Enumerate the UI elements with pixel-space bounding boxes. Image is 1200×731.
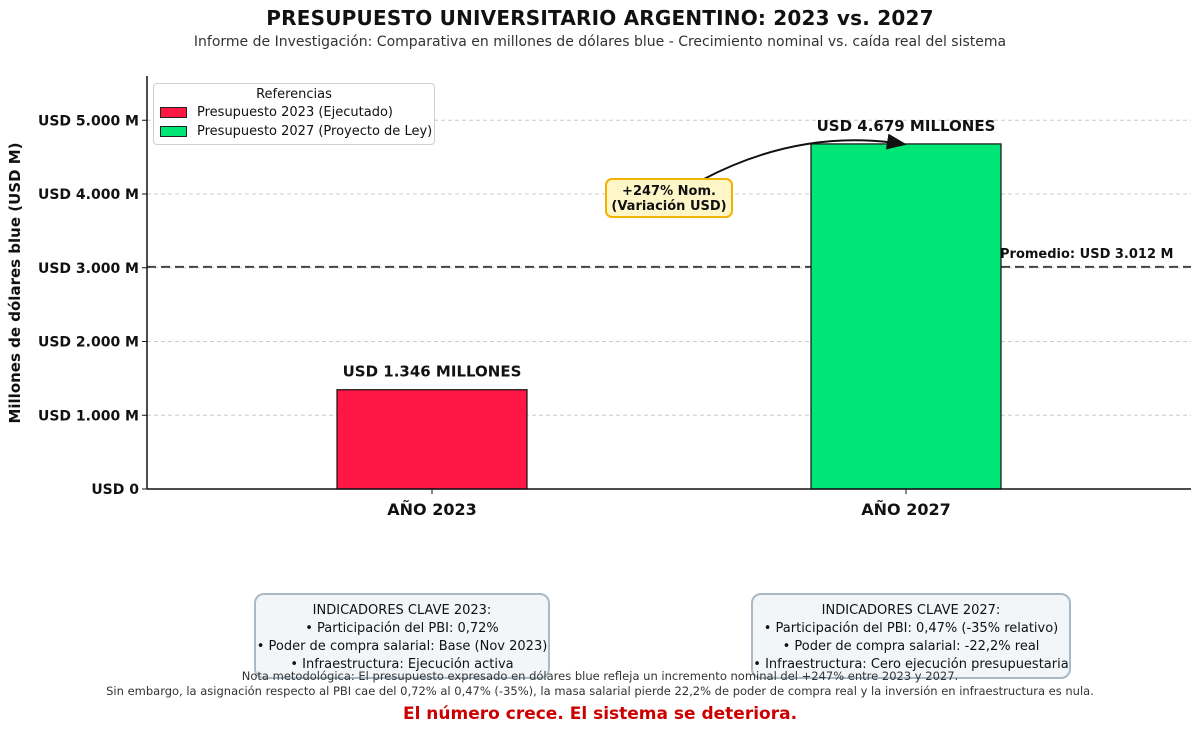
legend-item-2027: Presupuesto 2027 (Proyecto de Ley) <box>154 122 434 141</box>
legend-title: Referencias <box>256 87 332 102</box>
x-ticks: AÑO 2023 AÑO 2027 <box>387 489 951 519</box>
bar-labels: USD 1.346 MILLONES USD 4.679 MILLONES <box>343 117 996 381</box>
indicators-2027-line: • Poder de compra salarial: -22,2% real <box>782 639 1040 654</box>
legend-swatch-2027 <box>160 126 187 137</box>
y-tick-label: USD 2.000 M <box>38 335 139 351</box>
x-tick-label: AÑO 2027 <box>861 500 950 519</box>
axes <box>146 76 1191 490</box>
methodology-note-2: Sin embargo, la asignación respecto al P… <box>106 684 1094 698</box>
indicators-2023-title: INDICADORES CLAVE 2023: <box>312 603 492 618</box>
chart-title: PRESUPUESTO UNIVERSITARIO ARGENTINO: 202… <box>266 6 934 30</box>
chart-subtitle: Informe de Investigación: Comparativa en… <box>193 34 1007 50</box>
y-axis-label: Millones de dólares blue (USD M) <box>6 142 24 423</box>
y-tick-label: USD 4.000 M <box>38 187 139 203</box>
bar <box>810 143 1002 490</box>
indicators-2027-line: • Infraestructura: Cero ejecución presup… <box>753 657 1069 672</box>
indicators-2023-line: • Poder de compra salarial: Base (Nov 20… <box>256 639 548 654</box>
indicators-2023-line: • Infraestructura: Ejecución activa <box>290 657 514 672</box>
y-tick-label: USD 0 <box>91 482 139 498</box>
indicators-2023-box: INDICADORES CLAVE 2023: • Participación … <box>254 593 550 679</box>
bars <box>336 143 1002 490</box>
bar-value-label: USD 1.346 MILLONES <box>343 363 522 381</box>
legend-label-2027: Presupuesto 2027 (Proyecto de Ley) <box>197 124 433 139</box>
indicators-2027-title: INDICADORES CLAVE 2027: <box>821 603 1001 618</box>
legend-item-2023: Presupuesto 2023 (Ejecutado) <box>154 103 434 122</box>
callout-line-1: +247% Nom. <box>622 184 716 199</box>
indicators-2023-line: • Participación del PBI: 0,72% <box>305 621 499 636</box>
variation-callout: +247% Nom. (Variación USD) <box>605 178 733 218</box>
y-tick-label: USD 1.000 M <box>38 408 139 424</box>
average-label: Promedio: USD 3.012 M <box>1000 247 1174 262</box>
bar <box>336 389 528 490</box>
y-ticks: USD 0 USD 1.000 M USD 2.000 M USD 3.000 M US… <box>38 113 147 498</box>
legend-swatch-2023 <box>160 107 187 118</box>
legend-label-2023: Presupuesto 2023 (Ejecutado) <box>197 105 393 120</box>
callout-line-2: (Variación USD) <box>611 199 727 214</box>
bar-value-label: USD 4.679 MILLONES <box>817 117 996 135</box>
indicators-2027-line: • Participación del PBI: 0,47% (-35% rel… <box>763 621 1059 636</box>
conclusion-text: El número crece. El sistema se deteriora… <box>402 704 798 724</box>
y-tick-label: USD 5.000 M <box>38 113 139 129</box>
indicators-2027-box: INDICADORES CLAVE 2027: • Participación … <box>751 593 1071 679</box>
methodology-note-1: Nota metodológica: El presupuesto expres… <box>241 669 959 683</box>
legend: Referencias Presupuesto 2023 (Ejecutado)… <box>153 83 435 145</box>
x-tick-label: AÑO 2023 <box>387 500 476 519</box>
y-tick-label: USD 3.000 M <box>38 261 139 277</box>
annotation-arrow <box>701 133 907 181</box>
